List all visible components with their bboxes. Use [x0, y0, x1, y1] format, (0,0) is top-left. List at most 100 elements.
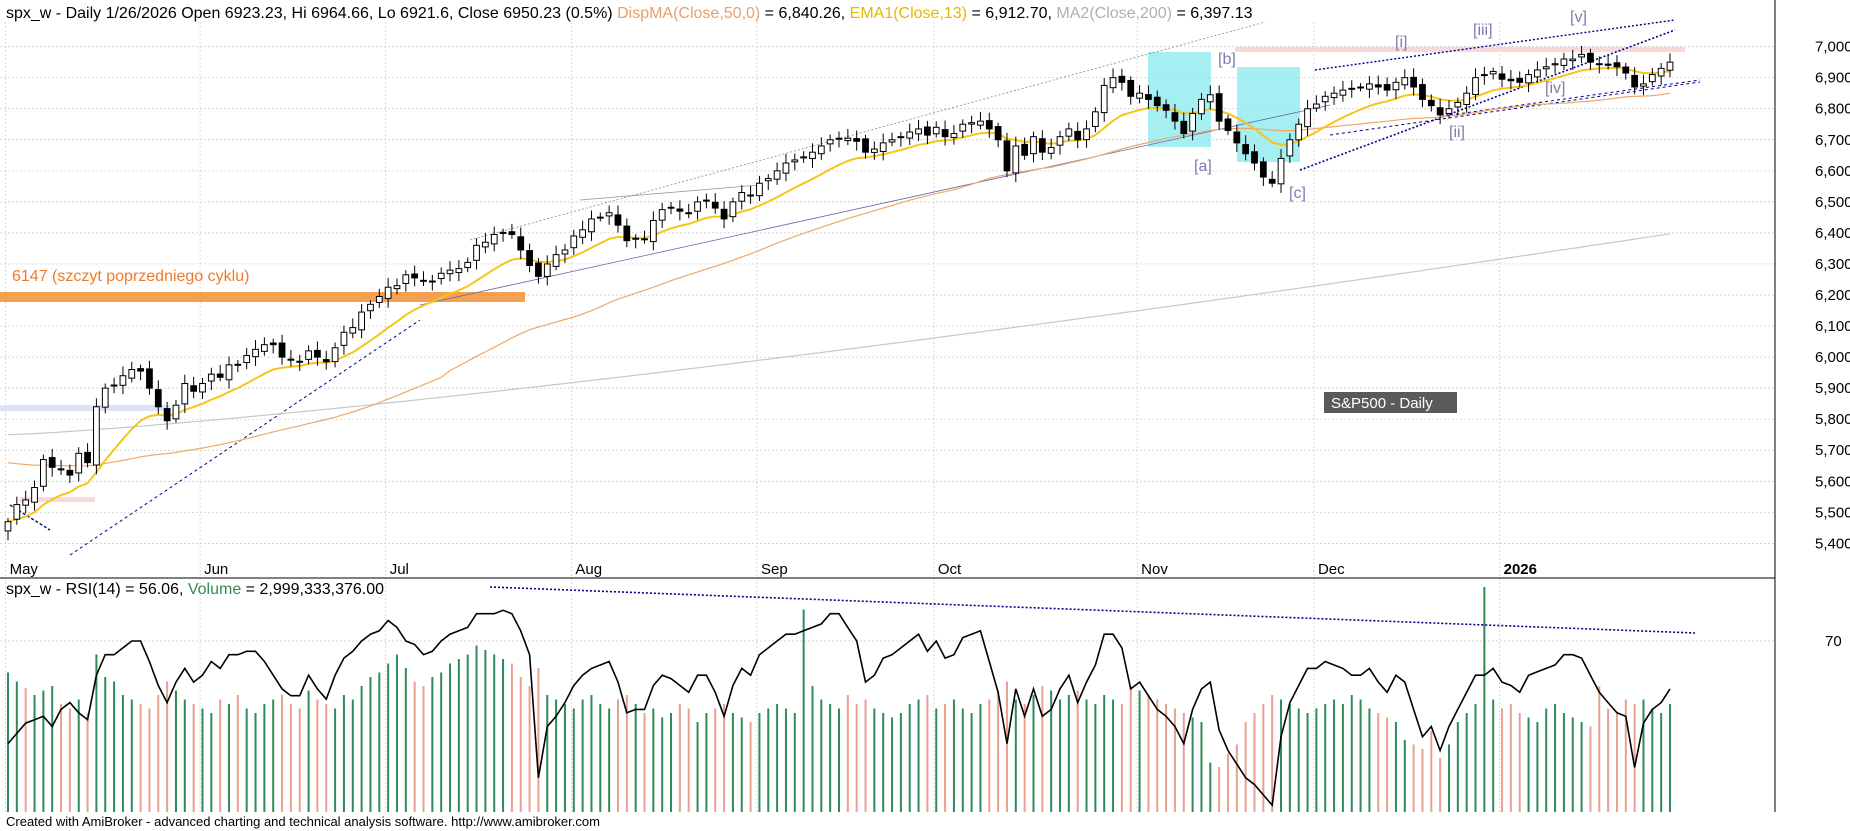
- candle[interactable]: [420, 271, 427, 287]
- rsi-line[interactable]: [7, 609, 1671, 808]
- wedge-lower-line[interactable]: [1299, 29, 1676, 171]
- candle[interactable]: [1304, 99, 1311, 136]
- candle[interactable]: [924, 120, 931, 145]
- candle[interactable]: [1578, 45, 1585, 64]
- candle[interactable]: [1516, 71, 1524, 88]
- candle[interactable]: [1613, 55, 1621, 76]
- candle[interactable]: [897, 131, 905, 147]
- candle[interactable]: [39, 454, 47, 492]
- candle[interactable]: [1145, 85, 1152, 109]
- trend-line-lower-dashed[interactable]: [69, 319, 421, 556]
- candle[interactable]: [950, 124, 958, 145]
- trend-line-lower-solid[interactable]: [419, 104, 1331, 306]
- candle[interactable]: [1463, 86, 1471, 113]
- candle[interactable]: [614, 205, 622, 233]
- candle[interactable]: [1436, 98, 1444, 125]
- candle[interactable]: [31, 480, 38, 511]
- candle[interactable]: [1109, 68, 1117, 94]
- candle[interactable]: [137, 364, 144, 381]
- candle[interactable]: [1480, 66, 1488, 85]
- volume-bars[interactable]: [7, 587, 1671, 812]
- candle[interactable]: [482, 232, 489, 254]
- candle[interactable]: [128, 361, 136, 383]
- candle[interactable]: [1357, 83, 1364, 92]
- candle[interactable]: [384, 277, 392, 308]
- candle[interactable]: [1065, 122, 1073, 142]
- candle[interactable]: [154, 380, 162, 415]
- candle[interactable]: [1074, 122, 1082, 149]
- candle[interactable]: [172, 399, 180, 423]
- rsi-volume-pane[interactable]: spx_w - RSI(14) = 56.06, Volume = 2,999,…: [0, 581, 1775, 812]
- price-pane[interactable]: [a] [b] [c] [i] [ii] [iii] [iv] [v] 6147…: [0, 5, 1775, 812]
- candle[interactable]: [932, 121, 940, 138]
- rsi-trend-line[interactable]: [489, 586, 1696, 634]
- candle[interactable]: [1366, 76, 1373, 98]
- candle[interactable]: [296, 354, 304, 372]
- candle[interactable]: [499, 228, 507, 242]
- candle[interactable]: [349, 318, 357, 339]
- candle[interactable]: [685, 203, 693, 219]
- candle[interactable]: [1038, 130, 1046, 160]
- candle[interactable]: [163, 401, 171, 430]
- candle[interactable]: [464, 257, 472, 273]
- candle[interactable]: [473, 238, 480, 270]
- ema13-line[interactable]: [7, 66, 1671, 523]
- candle[interactable]: [207, 367, 215, 391]
- candle[interactable]: [428, 274, 436, 291]
- candle[interactable]: [260, 337, 268, 356]
- candle[interactable]: [199, 377, 206, 399]
- candle[interactable]: [579, 220, 587, 245]
- candle[interactable]: [1374, 75, 1382, 95]
- candle[interactable]: [915, 119, 922, 141]
- candle[interactable]: [48, 448, 56, 477]
- candle[interactable]: [623, 218, 631, 248]
- candle[interactable]: [1401, 69, 1409, 90]
- candle[interactable]: [446, 261, 454, 282]
- candle[interactable]: [181, 374, 189, 413]
- candle[interactable]: [879, 133, 887, 161]
- candle[interactable]: [340, 325, 348, 355]
- candle[interactable]: [101, 383, 109, 414]
- candle[interactable]: [1277, 149, 1285, 193]
- candle[interactable]: [1498, 65, 1506, 88]
- candle[interactable]: [552, 245, 560, 271]
- candle[interactable]: [331, 342, 339, 368]
- candle[interactable]: [605, 205, 613, 225]
- candle[interactable]: [322, 350, 330, 370]
- candle[interactable]: [826, 134, 834, 152]
- candle[interactable]: [314, 341, 321, 366]
- candle[interactable]: [1136, 85, 1143, 104]
- candle[interactable]: [870, 141, 878, 160]
- candle[interactable]: [1047, 138, 1055, 160]
- candle[interactable]: [375, 288, 383, 308]
- sma200-path[interactable]: [7, 233, 1671, 436]
- candle[interactable]: [676, 200, 684, 221]
- candle[interactable]: [1012, 136, 1020, 183]
- candle[interactable]: [1472, 68, 1479, 101]
- candle[interactable]: [977, 111, 984, 130]
- candle[interactable]: [1534, 61, 1541, 83]
- candle[interactable]: [1604, 54, 1612, 70]
- candle[interactable]: [1083, 120, 1090, 148]
- candle[interactable]: [402, 270, 410, 292]
- candle[interactable]: [57, 459, 65, 475]
- trend-line-thin-grey[interactable]: [579, 184, 761, 201]
- candle[interactable]: [234, 359, 242, 373]
- candle[interactable]: [1056, 130, 1064, 155]
- candle[interactable]: [367, 300, 374, 319]
- candle[interactable]: [1657, 62, 1665, 86]
- candle[interactable]: [1551, 57, 1559, 74]
- candle[interactable]: [1542, 57, 1550, 77]
- rsi-path[interactable]: [7, 609, 1671, 808]
- candle[interactable]: [1171, 103, 1179, 130]
- candle[interactable]: [1224, 114, 1232, 135]
- candle[interactable]: [888, 132, 896, 147]
- candle[interactable]: [729, 197, 737, 222]
- sma200-line[interactable]: [7, 233, 1671, 436]
- candle[interactable]: [1286, 133, 1294, 163]
- candle[interactable]: [570, 229, 578, 255]
- ema13-path[interactable]: [7, 66, 1671, 523]
- candle[interactable]: [1215, 85, 1223, 130]
- candle[interactable]: [1560, 52, 1568, 71]
